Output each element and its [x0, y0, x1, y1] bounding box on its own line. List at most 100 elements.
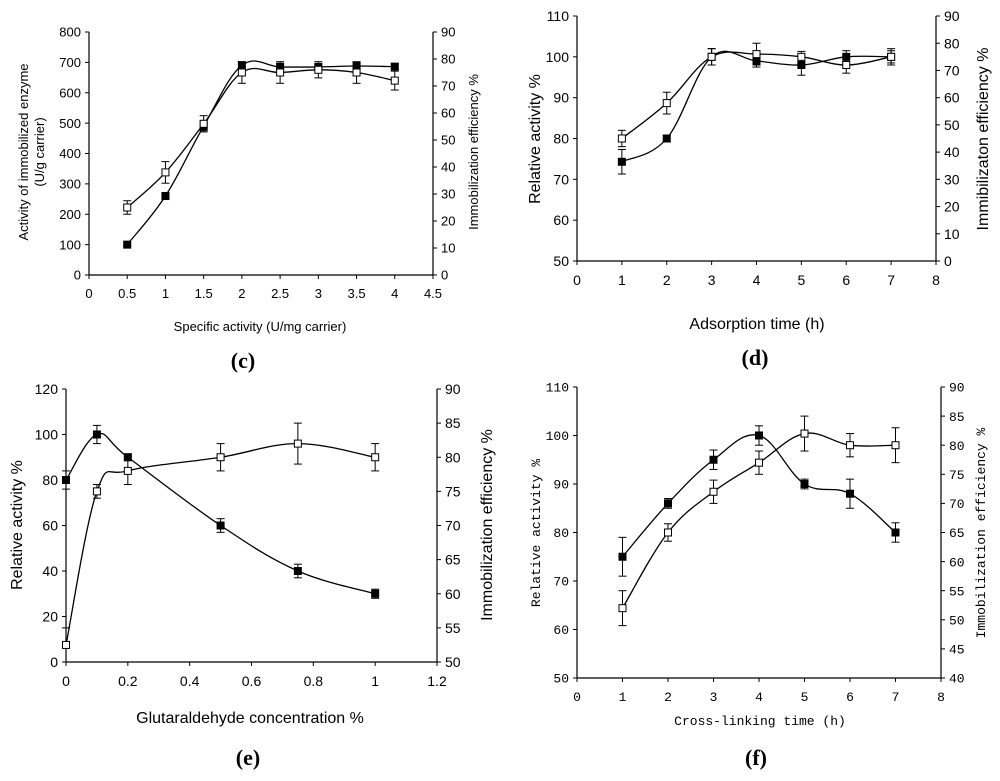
x-axis-label: Glutaraldehyde concentration %: [136, 710, 364, 727]
y-tick-label: 300: [59, 177, 81, 192]
x-tick-label: 1: [618, 272, 626, 288]
y2-tick-label: 90: [949, 381, 965, 396]
open-square-point: [709, 487, 718, 496]
y-tick-label: 800: [59, 25, 81, 40]
x-tick-label: 3: [710, 690, 718, 705]
y2-tick-label: 80: [949, 439, 965, 454]
y2-tick-label: 55: [949, 584, 965, 599]
x-tick-label: 5: [797, 272, 805, 288]
panel-label: (c): [231, 348, 255, 373]
y2-tick-label: 65: [949, 526, 965, 541]
open-square-point: [752, 50, 761, 59]
open-square-point: [842, 61, 851, 69]
open-square-point: [800, 429, 809, 438]
filled-square-point: [664, 499, 672, 508]
x-tick-label: 4.5: [424, 286, 442, 301]
series-filled: [618, 425, 900, 577]
filled-square-point: [800, 480, 809, 488]
chart-c: 0 0.5 1 1.5 2 2.5 3 3.5 4 4.501002003004005006007…: [16, 25, 481, 373]
y-tick-label: 600: [59, 85, 81, 100]
filled-square-point: [662, 134, 671, 143]
y-tick-label: 60: [553, 623, 569, 638]
open-square-point: [617, 134, 626, 143]
x-tick-label: 0: [62, 673, 70, 689]
y2-tick-label: 85: [445, 415, 461, 431]
y2-tick-label: 20: [441, 214, 455, 229]
y2-tick-label: 10: [441, 241, 455, 256]
series-line: [65, 442, 376, 646]
x-tick-label: 0: [573, 690, 581, 705]
x-axis-label: Specific activity (U/mg carrier): [174, 319, 347, 334]
y-tick-label: 90: [553, 478, 569, 493]
chart-e: 0 0.2 0.4 0.6 0.8 1 1.2 0 20 40 60 80 100 120 50 55 60 65…: [9, 381, 496, 770]
y-tick-label: 70: [553, 575, 569, 590]
filled-square-point: [161, 192, 170, 201]
y-tick-label: 50: [553, 672, 569, 687]
filled-square-point: [92, 430, 101, 439]
y2-tick-label: 50: [949, 613, 965, 628]
filled-square-point: [618, 552, 627, 561]
panel-label: (d): [742, 345, 769, 370]
open-square-point: [92, 487, 101, 496]
series-line: [126, 60, 395, 246]
open-square-point: [216, 453, 225, 462]
y-tick-label: 100: [546, 49, 570, 65]
y2-tick-label: 0: [944, 253, 952, 269]
y2-tick-label: 10: [944, 226, 960, 242]
open-square-point: [887, 52, 896, 61]
open-square-point: [371, 453, 380, 462]
chart-f: 0 1 2 3 4 5 6 7 85060708090100110404550556065707…: [529, 381, 989, 770]
panel-label: (f): [745, 745, 767, 770]
y2-tick-label: 45: [949, 643, 965, 658]
x-tick-label: 1: [162, 286, 169, 301]
open-square-point: [62, 640, 70, 649]
filled-square-point: [755, 431, 763, 440]
open-square-point: [707, 52, 716, 61]
y-tick-label: 50: [553, 253, 569, 269]
filled-square-point: [891, 528, 900, 537]
y2-tick-label: 90: [445, 381, 461, 397]
open-square-point: [123, 203, 132, 212]
filled-square-point: [617, 157, 626, 166]
x-tick-label: 6: [846, 690, 854, 705]
x-tick-label: 4: [753, 272, 761, 288]
x-tick-label: 8: [937, 690, 945, 705]
x-tick-label: 2.5: [271, 286, 289, 301]
filled-square-point: [846, 489, 854, 498]
chart-d: 0 1 2 3 4 5 6 7 8 50 60 70 80 90 100 110 0 10 20 30 40 50 60 70…: [527, 8, 992, 370]
series-open: [618, 415, 900, 627]
open-square-point: [662, 99, 671, 108]
open-square-point: [276, 68, 285, 77]
y2-tick-label: 60: [441, 106, 455, 121]
x-tick-label: 8: [932, 272, 940, 288]
open-square-point: [891, 441, 900, 450]
y-tick-label: 90: [553, 90, 569, 106]
y-tick-label: 60: [42, 518, 58, 534]
y2-tick-label: 20: [944, 199, 960, 215]
y2-tick-label: 0: [441, 268, 448, 283]
open-square-point: [664, 528, 672, 537]
y-tick-label: 110: [547, 8, 570, 24]
y-axis-label: Relative activity %: [9, 460, 26, 590]
open-square-point: [618, 604, 627, 613]
x-tick-label: 2: [238, 286, 245, 301]
y2-tick-label: 70: [445, 518, 461, 534]
y-tick-label: 80: [553, 131, 569, 147]
x-axis-label: Cross-linking time (h): [674, 714, 846, 729]
filled-square-point: [123, 240, 132, 249]
y-tick-label: 80: [553, 526, 569, 541]
filled-square-point: [709, 455, 718, 464]
series-open: [617, 42, 896, 148]
x-tick-label: 0.8: [304, 673, 324, 689]
y-tick-label: 100: [59, 237, 81, 252]
y-tick-label: 20: [42, 609, 58, 625]
y-tick-label: 80: [42, 472, 58, 488]
x-tick-label: 5: [801, 690, 809, 705]
y2-tick-label: 75: [949, 468, 965, 483]
y2-tick-label: 30: [944, 171, 960, 187]
y-axis-label: Relative activity %: [529, 459, 544, 607]
y-tick-label: 200: [59, 207, 81, 222]
open-square-point: [846, 441, 854, 450]
filled-square-point: [390, 62, 399, 71]
